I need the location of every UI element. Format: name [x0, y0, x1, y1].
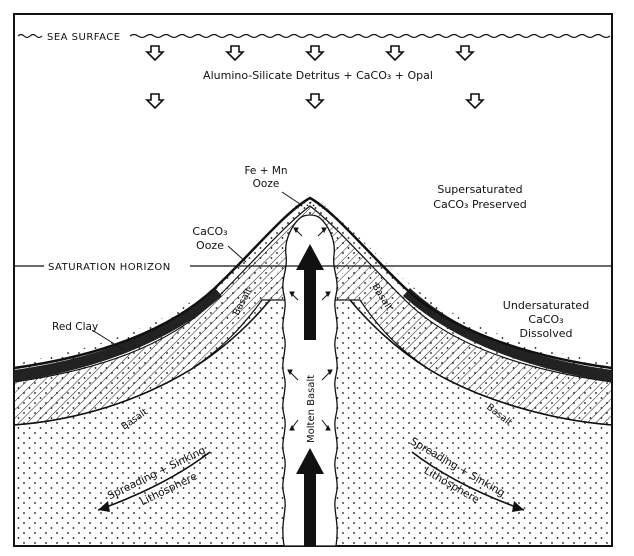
upwelling-arrow-upper	[296, 244, 324, 340]
fe-mn-label-line1: Fe + Mn	[244, 165, 287, 177]
settling-arrow	[145, 45, 165, 62]
undersaturated-label-line1: Undersaturated	[503, 299, 589, 312]
crust-boundary-left	[14, 299, 271, 426]
caco3-ooze-label-line1: CaCO₃	[192, 225, 227, 238]
settling-arrow	[145, 93, 165, 110]
red-clay-left	[14, 288, 222, 382]
detritus-label: Alumino-Silicate Detritus + CaCO₃ + Opal	[203, 69, 433, 82]
spreading-arrow-left	[97, 451, 211, 511]
crust-boundary-right	[349, 299, 612, 426]
spreading-arrowhead-left	[98, 501, 110, 512]
fe-mn-label-line2: Ooze	[253, 178, 280, 190]
sediment-layer	[14, 205, 612, 426]
settling-arrow	[225, 45, 245, 62]
fe-mn-cap	[290, 198, 331, 212]
supersaturated-label-line1: Supersaturated	[437, 183, 522, 196]
caco3-ooze-label-line2: Ooze	[196, 239, 224, 252]
spreading-arrow-right	[411, 451, 525, 511]
settling-arrow	[305, 45, 325, 62]
red-clay-label: Red Clay	[52, 321, 98, 333]
molten-basalt-label: Molten Basalt	[306, 375, 317, 443]
undersaturated-label-line3: Dissolved	[519, 327, 572, 340]
leader-fe-mn	[281, 191, 301, 205]
settling-arrow	[385, 45, 405, 62]
spreading-arrowhead-right	[512, 501, 524, 512]
settling-arrow	[305, 93, 325, 110]
small-arrows	[287, 227, 333, 431]
red-clay-right	[403, 288, 612, 382]
leader-caco3-ooze	[227, 245, 247, 263]
supersaturated-label-line2: CaCO₃ Preserved	[433, 198, 526, 211]
sea-surface-wave-left	[17, 33, 43, 39]
settling-arrow	[465, 93, 485, 110]
upwelling-arrow-lower	[296, 448, 324, 546]
settling-arrow	[455, 45, 475, 62]
leader-red-clay	[91, 329, 125, 351]
saturation-horizon-label: SATURATION HORIZON	[48, 262, 171, 273]
undersaturated-label-line2: CaCO₃	[528, 313, 563, 326]
sea-surface-wave	[129, 33, 611, 39]
settling-arrows	[145, 45, 485, 110]
sea-surface-label: SEA SURFACE	[47, 32, 121, 43]
